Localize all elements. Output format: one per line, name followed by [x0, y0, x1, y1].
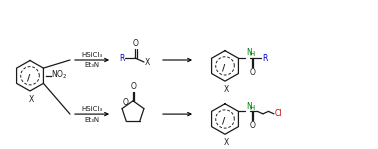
Text: Cl: Cl — [275, 109, 282, 118]
Text: O: O — [131, 82, 136, 91]
Text: X: X — [28, 95, 34, 104]
Text: R: R — [262, 54, 267, 63]
Text: X: X — [223, 138, 229, 147]
Text: HSiCl₃: HSiCl₃ — [81, 52, 102, 58]
Text: O: O — [250, 68, 256, 77]
Text: NO$_2$: NO$_2$ — [51, 69, 68, 82]
Text: N: N — [246, 48, 252, 58]
Text: X: X — [145, 58, 150, 67]
Text: /: / — [222, 117, 226, 125]
Text: Et₃N: Et₃N — [84, 62, 99, 68]
Text: Et₃N: Et₃N — [84, 117, 99, 122]
Text: X: X — [223, 85, 229, 94]
Text: /: / — [222, 63, 226, 72]
Text: R: R — [119, 53, 125, 63]
Text: N: N — [246, 102, 252, 111]
Text: HSiCl₃: HSiCl₃ — [81, 106, 102, 112]
Text: O: O — [250, 121, 256, 130]
Text: /: / — [27, 73, 31, 82]
Text: H: H — [249, 52, 254, 58]
Text: O: O — [123, 98, 129, 107]
Text: H: H — [249, 105, 254, 111]
Text: O: O — [133, 39, 139, 48]
